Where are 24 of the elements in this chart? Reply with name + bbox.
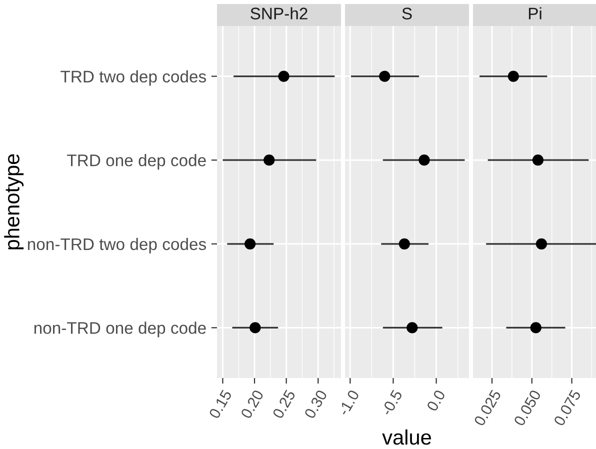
x-tick-label: 0.0 bbox=[426, 389, 446, 412]
y-axis-title: phenotype bbox=[4, 154, 24, 250]
chart-title: SNP-h2 bbox=[250, 7, 308, 20]
x-tick-label: -0.5 bbox=[380, 389, 403, 416]
point bbox=[418, 154, 430, 166]
point bbox=[530, 322, 542, 334]
y-tick-label: non-TRD two dep codes bbox=[28, 238, 206, 254]
chart-title: Pi bbox=[528, 7, 542, 20]
x-tick-label: -1.0 bbox=[338, 389, 360, 416]
point bbox=[244, 238, 256, 250]
chart-title: S bbox=[402, 8, 412, 20]
point bbox=[406, 322, 418, 334]
point bbox=[250, 322, 261, 334]
y-tick-label: non-TRD one dep code bbox=[34, 322, 206, 338]
point bbox=[278, 70, 290, 82]
point bbox=[264, 154, 275, 166]
point bbox=[536, 238, 548, 250]
point bbox=[379, 70, 390, 82]
point bbox=[508, 70, 519, 82]
y-tick-label: TRD two dep codes bbox=[60, 70, 206, 86]
y-tick-label: TRD one dep code bbox=[67, 154, 206, 170]
point bbox=[532, 154, 544, 166]
point bbox=[398, 238, 410, 250]
x-axis-title: value bbox=[382, 429, 431, 445]
